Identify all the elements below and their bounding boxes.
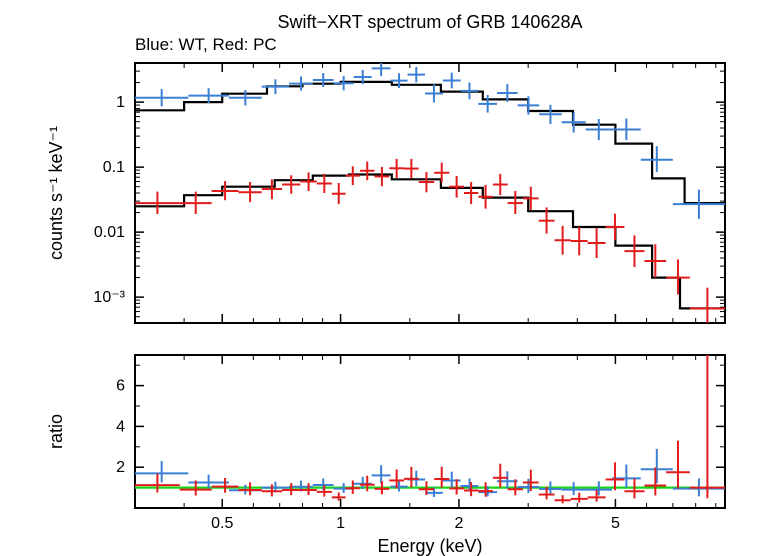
y-tick-label: 10⁻³ bbox=[93, 289, 125, 306]
x-axis-label: Energy (keV) bbox=[377, 536, 482, 556]
chart-container: 0.5 1 2 5 10⁻³ 0.01 0.1 1 2 4 6 Swift−XRT spectrum … bbox=[0, 0, 758, 556]
x-tick-label: 0.5 bbox=[211, 515, 233, 532]
ratio-pc bbox=[135, 355, 725, 503]
x-tick-label: 2 bbox=[454, 515, 463, 532]
model-pc bbox=[135, 175, 725, 309]
bottom-panel-data bbox=[135, 355, 725, 503]
y-tick-label: 4 bbox=[116, 418, 125, 435]
model-wt bbox=[135, 82, 725, 203]
x-tick-label: 5 bbox=[611, 515, 620, 532]
plot-frame bbox=[135, 63, 725, 323]
y-axis-label-bottom: ratio bbox=[46, 414, 66, 449]
y-tick-label: 0.1 bbox=[103, 159, 125, 176]
data-pc bbox=[135, 159, 725, 329]
chart-title: Swift−XRT spectrum of GRB 140628A bbox=[278, 12, 583, 32]
y-tick-label: 2 bbox=[116, 459, 125, 476]
y-tick-label: 1 bbox=[116, 94, 125, 111]
data-wt bbox=[135, 63, 725, 219]
chart-subtitle: Blue: WT, Red: PC bbox=[135, 35, 277, 54]
plot-frame bbox=[135, 355, 725, 508]
y-axis-label-top: counts s⁻¹ keV⁻¹ bbox=[46, 126, 66, 260]
top-panel-data bbox=[135, 63, 725, 329]
y-tick-label: 0.01 bbox=[94, 224, 125, 241]
x-tick-label: 1 bbox=[336, 515, 345, 532]
y-tick-label: 6 bbox=[116, 378, 125, 395]
spectrum-svg: 0.5 1 2 5 10⁻³ 0.01 0.1 1 2 4 6 Swift−XRT spectrum … bbox=[0, 0, 758, 556]
